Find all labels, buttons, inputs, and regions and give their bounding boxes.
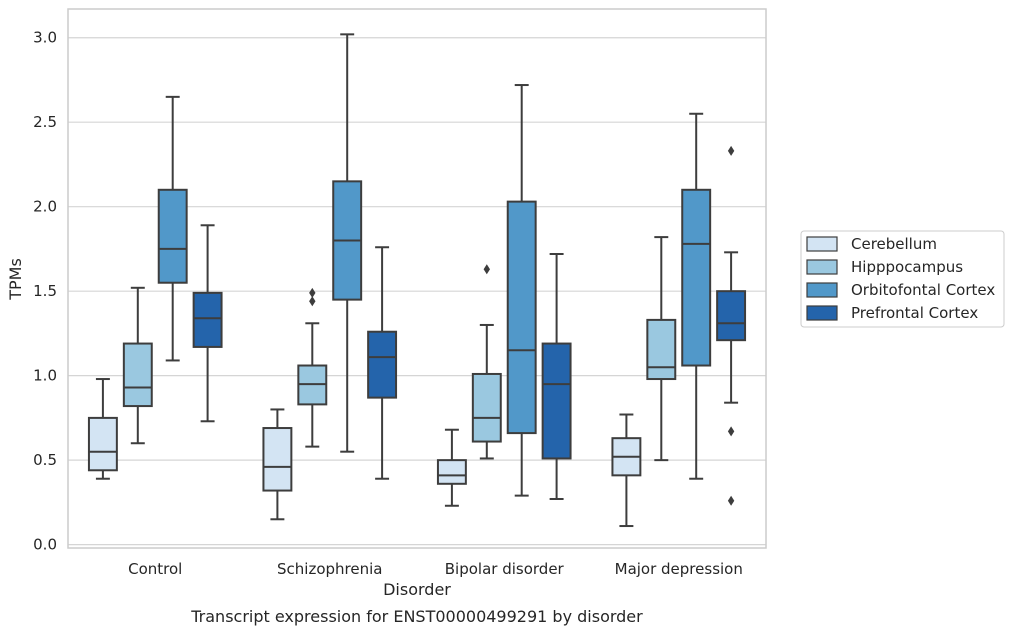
y-tick-label: 0.5 — [33, 451, 57, 469]
box-group — [436, 428, 467, 507]
box-group — [157, 95, 188, 362]
y-tick-label: 2.0 — [33, 198, 57, 216]
box-group — [122, 286, 153, 445]
legend-swatch — [806, 259, 838, 275]
outlier-point — [727, 495, 735, 506]
box — [122, 342, 153, 408]
y-tick-label: 1.5 — [33, 282, 57, 300]
box — [87, 416, 118, 472]
box — [157, 188, 188, 284]
series-hipppocampus — [122, 236, 677, 462]
box — [436, 459, 467, 485]
box-group — [87, 378, 118, 480]
y-tick-label: 2.5 — [33, 113, 57, 131]
plot-frame — [67, 8, 767, 549]
box — [681, 188, 712, 367]
box-group — [471, 264, 502, 460]
legend-label: Cerebellum — [851, 235, 937, 253]
y-tick-label: 0.0 — [33, 536, 57, 554]
box-group — [541, 253, 572, 500]
outlier-point — [309, 287, 316, 298]
y-tick-labels: 0.0 0.5 1.0 1.5 2.0 2.5 3.0 — [33, 29, 57, 554]
box-group — [297, 287, 328, 448]
y-axis-title: TPMs — [6, 258, 25, 301]
y-tick-label: 1.0 — [33, 367, 57, 385]
legend-swatch — [806, 305, 838, 321]
outlier-point — [309, 296, 316, 307]
box — [541, 342, 572, 460]
box-group — [332, 33, 363, 453]
outlier-point — [727, 426, 735, 437]
x-tick-label: Control — [128, 560, 182, 578]
box — [506, 200, 537, 435]
box-series-layer — [87, 33, 747, 528]
legend-label: Prefrontal Cortex — [851, 304, 978, 322]
chart-caption: Transcript expression for ENST0000049929… — [190, 607, 643, 626]
box — [367, 330, 398, 399]
box — [716, 290, 747, 342]
legend-frame — [800, 230, 1005, 328]
box-group — [192, 224, 223, 423]
x-tick-labels: Control Schizophrenia Bipolar disorder Majo… — [128, 560, 743, 578]
outlier-point — [727, 145, 735, 156]
legend: Cerebellum Hipppocampus Orbitofontal Corte… — [800, 230, 1005, 328]
box-group — [262, 408, 293, 521]
x-tick-label: Schizophrenia — [277, 560, 382, 578]
y-tick-label: 3.0 — [33, 29, 57, 47]
series-prefrontal-cortex — [192, 145, 747, 506]
x-tick-label: Major depression — [615, 560, 743, 578]
box — [192, 291, 223, 348]
box-group — [506, 84, 537, 497]
box-group — [681, 112, 712, 480]
box-group — [716, 145, 747, 506]
box — [646, 318, 677, 381]
legend-swatch — [806, 236, 838, 252]
box — [262, 427, 293, 492]
box-group — [611, 413, 642, 528]
legend-label: Hipppocampus — [851, 258, 963, 276]
box-group — [646, 236, 677, 462]
x-tick-label: Bipolar disorder — [445, 560, 565, 578]
series-orbitofontal-cortex — [157, 33, 712, 497]
legend-label: Orbitofontal Cortex — [851, 281, 995, 299]
legend-swatch — [806, 282, 838, 298]
box-group — [367, 246, 398, 480]
series-cerebellum — [87, 378, 642, 528]
x-axis-title: Disorder — [383, 580, 451, 599]
outlier-point — [483, 264, 490, 275]
box — [471, 372, 502, 443]
